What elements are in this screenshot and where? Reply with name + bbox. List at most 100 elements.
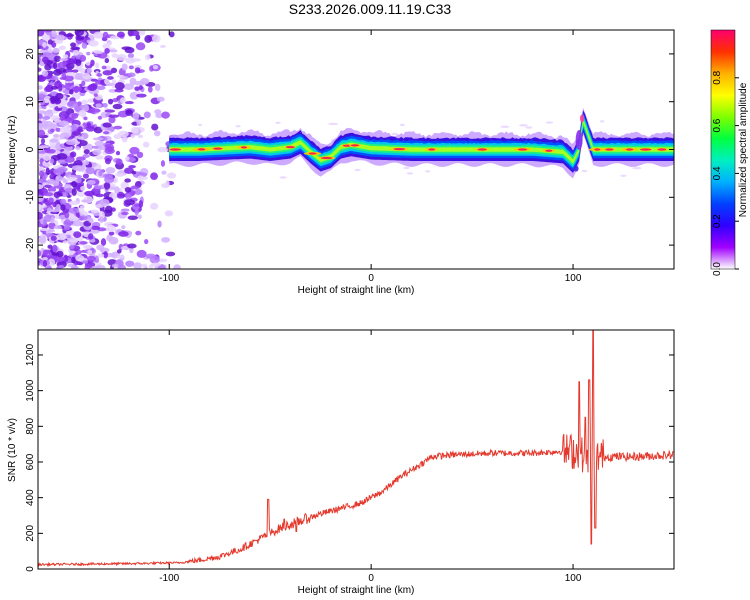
spectrogram-noise-cell	[127, 215, 139, 220]
spectrogram-noise-cell	[235, 125, 241, 128]
spectrogram-noise-cell	[525, 126, 533, 129]
colorbar: 0.0 0.2 0.4 0.6 0.8 Normalized spectral ampl…	[710, 29, 749, 276]
spectrogram-noise-cell	[57, 61, 67, 69]
snr-xlabel: Height of straight line (km)	[298, 585, 415, 596]
spectrogram-noise-cell	[45, 84, 54, 93]
spectrogram-noise-cell	[150, 172, 159, 180]
spectrogram-noise-cell	[82, 173, 89, 179]
spectrogram-noise-cell	[40, 52, 52, 56]
spectrogram-peak	[517, 148, 528, 151]
spectrogram-noise-cell	[38, 236, 47, 245]
spectrogram-noise-cell	[56, 233, 67, 241]
spectrogram-noise-cell	[135, 230, 142, 236]
snr-series-line	[38, 330, 674, 568]
spectrogram-noise-cell	[68, 207, 79, 214]
spectrogram-noise-cell	[54, 119, 62, 123]
spectrogram-noise-cell	[84, 263, 91, 269]
spectrogram-noise-cell	[42, 249, 48, 257]
spectrogram-noise-cell	[39, 228, 50, 232]
spectrogram-noise-cell	[104, 58, 110, 64]
spectrogram-noise-cell	[157, 220, 162, 228]
spectrogram-noise-cell	[66, 58, 76, 64]
spectrogram-noise-cell	[56, 250, 64, 258]
spectrogram-noise-cell	[102, 31, 109, 39]
spectrogram-noise-cell	[120, 208, 130, 212]
spectrogram-noise-cell	[58, 45, 67, 51]
spectrogram-noise-cell	[74, 76, 86, 80]
spectrogram-noise-cell	[104, 157, 112, 165]
spectrogram-noise-cell	[67, 263, 76, 268]
spectrogram-noise-cell	[130, 30, 140, 37]
spectrogram-noise-cell	[108, 114, 120, 118]
spectrogram-noise-cell	[74, 30, 85, 37]
spectrogram-noise-cell	[93, 93, 98, 97]
spectrogram-noise-cell	[70, 46, 81, 50]
spectrogram-noise-cell	[161, 183, 170, 189]
spectrogram-noise-cell	[38, 85, 43, 90]
spectrogram-peak	[213, 147, 223, 150]
spectrogram-noise-cell	[81, 42, 88, 49]
spectrogram-noise-cell	[52, 133, 60, 138]
spectrogram-noise-cell	[152, 34, 161, 43]
spectrogram-noise-cell	[43, 153, 50, 162]
spectrogram-noise-cell	[144, 35, 152, 43]
spectrogram-noise-cell	[101, 65, 107, 70]
spectrogram-noise-cell	[165, 251, 176, 257]
snr-ytick-label: 600	[25, 453, 36, 470]
spectrogram-noise-cell	[97, 253, 105, 258]
spectrogram-noise-cell	[130, 126, 139, 134]
spectrogram-noise-cell	[90, 108, 101, 113]
spectrogram-noise-cell	[75, 165, 85, 172]
spectrogram-ytick-label: -20	[25, 237, 36, 252]
spectrogram-noise-cell	[38, 184, 44, 190]
spectrogram-noise-cell	[121, 225, 126, 230]
spectrogram-noise-cell	[42, 219, 48, 226]
spectrogram-noise-cell	[68, 200, 80, 206]
spectrogram-noise-cell	[86, 255, 96, 262]
spectrogram-noise-cell	[500, 125, 510, 129]
spectrogram-noise-cell	[108, 231, 115, 236]
spectrogram-noise-cell	[100, 238, 107, 246]
spectrogram-noise-cell	[425, 170, 431, 173]
snr-ylabel: SNR (10 * v/v)	[7, 418, 18, 482]
spectrogram-noise-cell	[125, 260, 135, 267]
spectrogram-noise-cell	[81, 80, 86, 87]
spectrogram-noise-cell	[73, 231, 82, 239]
spectrogram-noise-cell	[135, 42, 146, 51]
spectrogram-noise-cell	[69, 250, 74, 256]
spectrogram-noise-cell	[64, 156, 75, 163]
spectrogram-noise-cell	[52, 47, 60, 54]
spectrogram-noise-cell	[74, 105, 81, 112]
spectrogram-noise-cell	[52, 244, 58, 253]
spectrogram-peak	[657, 148, 667, 151]
spectrogram-noise-cell	[70, 151, 77, 158]
spectrogram-noise-cell	[86, 179, 96, 185]
spectrogram-noise-cell	[87, 83, 98, 91]
spectrogram-noise-cell	[114, 172, 125, 177]
spectrogram-noise-cell	[116, 31, 125, 38]
colorbar-ticks: 0.0 0.2 0.4 0.6 0.8	[712, 70, 739, 276]
spectrogram-noise-cell	[41, 70, 49, 77]
spectrogram-noise-cell	[38, 30, 45, 37]
spectrogram-noise-cell	[49, 158, 55, 164]
spectrogram-noise-cell	[149, 202, 159, 210]
spectrogram-noise-cell	[51, 252, 60, 256]
spectrogram-noise-cell	[137, 175, 144, 181]
spectrogram-noise-cell	[129, 146, 140, 155]
spectrogram-noise-cell	[144, 54, 151, 61]
spectrogram-noise-cell	[85, 61, 91, 66]
spectrogram-noise-cell	[94, 185, 101, 190]
spectrogram-noise-cell	[64, 211, 70, 219]
spectrogram-noise-cell	[173, 264, 181, 269]
spectrogram-noise-cell	[99, 198, 110, 207]
spectrogram-noise-cell	[87, 249, 93, 255]
spectrogram-noise-cell	[153, 130, 161, 137]
spectrogram-noise-cell	[39, 170, 45, 177]
spectrogram-noise-cell	[53, 168, 64, 175]
spectrogram-noise-cell	[95, 85, 106, 91]
spectrogram-noise-cell	[159, 44, 166, 49]
spectrogram-noise-cell	[62, 240, 68, 244]
spectrogram-xtick-label: 100	[565, 273, 582, 284]
spectrogram-noise-cell	[47, 244, 53, 249]
spectrogram-noise-cell	[150, 262, 162, 267]
